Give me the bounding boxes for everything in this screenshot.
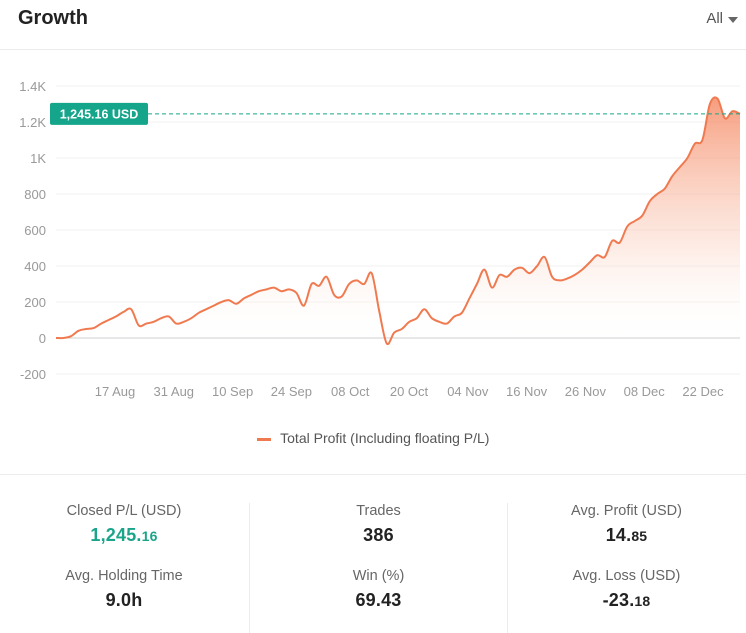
stat-value: 9.0h bbox=[105, 590, 143, 610]
stat-avg-profit: Avg. Profit (USD) 14.85 bbox=[507, 503, 746, 568]
stats-column-1: Closed P/L (USD) 1,245.16 Avg. Holding T… bbox=[0, 503, 248, 633]
growth-chart: 1.4K 1.2K 1K 800 600 400 200 0 -200 17 Aug 31 Aug… bbox=[19, 79, 741, 399]
x-tick-label: 31 Aug bbox=[154, 384, 195, 399]
stats-column-3: Avg. Profit (USD) 14.85 Avg. Loss (USD) … bbox=[507, 503, 746, 633]
y-axis: 1.4K 1.2K 1K 800 600 400 200 0 -200 bbox=[19, 79, 46, 382]
stat-closed-pl: Closed P/L (USD) 1,245.16 bbox=[0, 503, 248, 568]
page-title: Growth bbox=[18, 7, 88, 29]
stat-trades: Trades 386 bbox=[250, 503, 507, 568]
chart-legend[interactable]: Total Profit (Including floating P/L) bbox=[0, 430, 746, 446]
x-tick-label: 26 Nov bbox=[565, 384, 607, 399]
y-tick-label: 0 bbox=[39, 331, 46, 346]
stat-label: Avg. Profit (USD) bbox=[571, 503, 682, 519]
series-line bbox=[55, 96, 741, 346]
stat-value: 386 bbox=[363, 525, 394, 545]
stat-label: Win (%) bbox=[352, 568, 405, 584]
header: Growth All bbox=[0, 0, 746, 50]
y-tick-label: -200 bbox=[20, 367, 46, 382]
stats-column-2: Trades 386 Win (%) 69.43 bbox=[249, 503, 508, 633]
stat-label: Avg. Loss (USD) bbox=[572, 568, 681, 584]
legend-label: Total Profit (Including floating P/L) bbox=[280, 430, 490, 446]
legend-swatch bbox=[256, 437, 271, 441]
x-tick-label: 20 Oct bbox=[390, 384, 429, 399]
stat-label: Avg. Holding Time bbox=[65, 568, 183, 584]
divider bbox=[0, 474, 746, 475]
y-tick-label: 1K bbox=[30, 151, 46, 166]
y-tick-label: 1.4K bbox=[19, 79, 46, 94]
x-tick-label: 16 Nov bbox=[506, 384, 548, 399]
stat-label: Trades bbox=[356, 503, 401, 519]
x-tick-label: 08 Oct bbox=[331, 384, 370, 399]
stat-win: Win (%) 69.43 bbox=[250, 568, 507, 633]
stat-value: -23.18 bbox=[602, 590, 651, 610]
x-tick-label: 17 Aug bbox=[95, 384, 136, 399]
range-label: All bbox=[706, 10, 723, 27]
grid-lines bbox=[56, 85, 740, 375]
range-dropdown[interactable]: All bbox=[706, 10, 738, 27]
series-area bbox=[56, 97, 740, 345]
x-tick-label: 24 Sep bbox=[271, 384, 312, 399]
stat-value: 69.43 bbox=[355, 590, 402, 610]
current-value-badge: 1,245.16 USD bbox=[50, 102, 148, 125]
x-tick-label: 10 Sep bbox=[212, 384, 253, 399]
stat-avg-loss: Avg. Loss (USD) -23.18 bbox=[507, 568, 746, 633]
y-tick-label: 400 bbox=[24, 259, 46, 274]
y-tick-label: 800 bbox=[24, 187, 46, 202]
y-tick-label: 600 bbox=[24, 223, 46, 238]
chevron-down-icon bbox=[728, 16, 738, 23]
stat-avg-holding: Avg. Holding Time 9.0h bbox=[0, 568, 248, 633]
stat-value: 14.85 bbox=[605, 525, 648, 545]
x-axis: 17 Aug 31 Aug 10 Sep 24 Sep 08 Oct 20 Oct 04 N… bbox=[95, 384, 724, 399]
x-tick-label: 04 Nov bbox=[447, 384, 489, 399]
y-tick-label: 200 bbox=[24, 295, 46, 310]
y-tick-label: 1.2K bbox=[19, 115, 46, 130]
stats-panel: Closed P/L (USD) 1,245.16 Avg. Holding T… bbox=[0, 475, 746, 633]
stat-label: Closed P/L (USD) bbox=[66, 503, 182, 519]
stat-value: 1,245.16 bbox=[90, 525, 158, 545]
x-tick-label: 22 Dec bbox=[682, 384, 724, 399]
current-value-label: 1,245.16 USD bbox=[60, 107, 139, 121]
x-tick-label: 08 Dec bbox=[624, 384, 666, 399]
